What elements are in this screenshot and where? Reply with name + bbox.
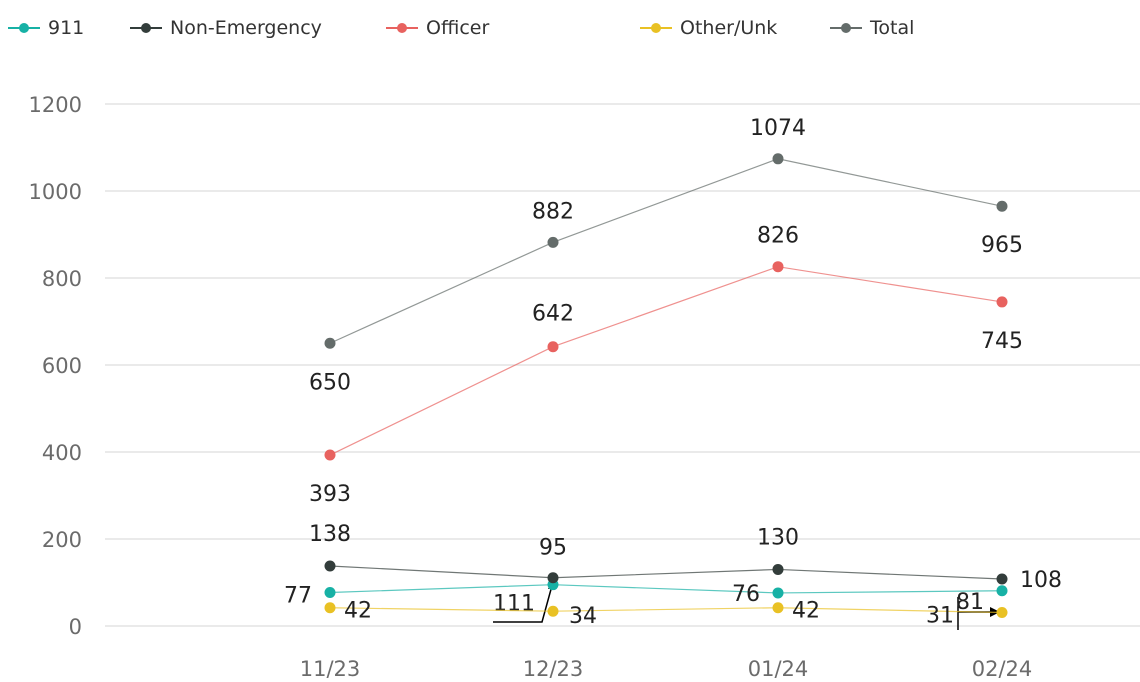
y-tick-label: 200: [42, 528, 82, 552]
data-label-911: 77: [284, 584, 312, 609]
data-label-other-unk: 31: [926, 604, 954, 629]
legend-marker-other-unk: [640, 23, 672, 33]
x-tick-label: 02/24: [972, 657, 1033, 681]
legend-marker-non-emergency: [130, 23, 162, 33]
y-tick-label: 600: [42, 354, 82, 378]
series-line-total: [329, 158, 1003, 344]
legend-label-non-emergency: Non-Emergency: [170, 17, 322, 39]
data-point-officer[interactable]: [547, 341, 559, 353]
legend-marker-total: [830, 23, 862, 33]
data-point-total[interactable]: [324, 337, 336, 349]
data-point-non-emergency[interactable]: [996, 573, 1008, 585]
x-tick-label: 01/24: [748, 657, 809, 681]
legend-label-911: 911: [48, 17, 85, 39]
legend-label-total: Total: [870, 17, 915, 39]
data-label-officer: 745: [981, 329, 1023, 354]
legend-marker-officer: [386, 23, 418, 33]
data-label-other-unk: 34: [569, 604, 597, 629]
data-label-911: 76: [732, 582, 760, 607]
data-label-911: 95: [539, 536, 567, 561]
data-label-total: 882: [532, 199, 574, 224]
data-label-non-emergency: 138: [309, 522, 351, 547]
x-tick-label: 11/23: [300, 657, 361, 681]
data-point-officer[interactable]: [772, 261, 784, 273]
data-point-other-unk[interactable]: [772, 602, 784, 614]
legend-label-other-unk: Other/Unk: [680, 17, 778, 39]
data-point-non-emergency[interactable]: [324, 560, 336, 572]
series-line-officer: [329, 266, 1003, 456]
data-label-officer: 642: [532, 302, 574, 327]
legend-item-other-unk[interactable]: Other/Unk: [638, 12, 777, 44]
legend-item-total[interactable]: Total: [828, 12, 914, 44]
series-line-other-unk: [329, 607, 1003, 614]
data-point-officer[interactable]: [324, 449, 336, 461]
y-tick-label: 0: [69, 615, 82, 639]
data-point-911[interactable]: [996, 585, 1008, 597]
data-point-total[interactable]: [996, 200, 1008, 212]
data-label-officer: 393: [309, 482, 351, 507]
data-point-non-emergency[interactable]: [547, 572, 559, 584]
x-tick-label: 12/23: [523, 657, 584, 681]
data-point-total[interactable]: [772, 153, 784, 165]
data-label-total: 650: [309, 370, 351, 395]
series-line-non-emergency: [329, 565, 1003, 580]
legend-item-officer[interactable]: Officer: [384, 12, 489, 44]
data-label-total: 1074: [750, 116, 806, 141]
data-label-911: 81: [956, 590, 984, 615]
data-point-non-emergency[interactable]: [772, 563, 784, 575]
data-label-other-unk: 42: [792, 599, 820, 624]
data-point-officer[interactable]: [996, 296, 1008, 308]
data-label-non-emergency: 111: [493, 592, 535, 617]
series-line-911: [329, 584, 1003, 594]
legend-label-officer: Officer: [426, 17, 490, 39]
data-point-911[interactable]: [772, 587, 784, 599]
data-point-911[interactable]: [324, 587, 336, 599]
data-label-other-unk: 42: [344, 599, 372, 624]
leader-line-non-emergency-12-23: [493, 581, 554, 623]
y-tick-label: 400: [42, 441, 82, 465]
data-point-other-unk[interactable]: [324, 602, 336, 614]
legend-item-911[interactable]: 911: [6, 12, 84, 44]
data-label-officer: 826: [757, 224, 799, 249]
legend-marker-911: [8, 23, 40, 33]
data-label-non-emergency: 108: [1020, 568, 1062, 593]
data-point-total[interactable]: [547, 236, 559, 248]
legend-item-non-emergency[interactable]: Non-Emergency: [128, 12, 322, 44]
data-point-other-unk[interactable]: [996, 607, 1008, 619]
y-tick-label: 800: [42, 267, 82, 291]
data-label-non-emergency: 130: [757, 525, 799, 550]
data-point-other-unk[interactable]: [547, 605, 559, 617]
chart-legend: 911 Non-Emergency Officer Other/Unk Tota…: [6, 12, 1126, 44]
y-tick-label: 1000: [29, 180, 82, 204]
data-label-total: 965: [981, 233, 1023, 258]
y-tick-label: 1200: [29, 93, 82, 117]
